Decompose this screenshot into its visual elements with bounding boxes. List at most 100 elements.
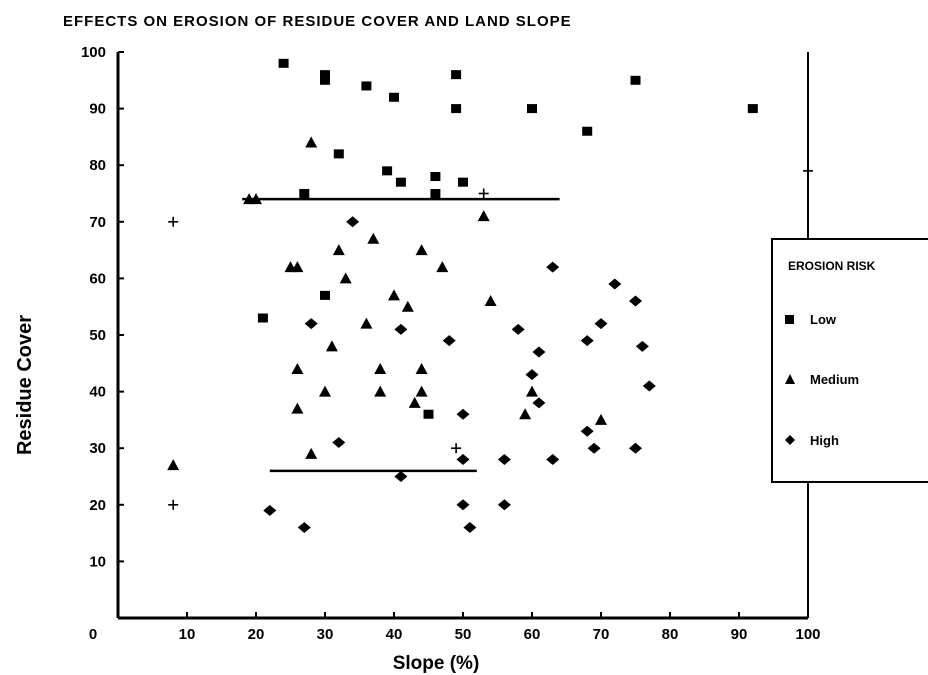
high-risk-point <box>497 454 511 466</box>
low-risk-point <box>299 189 310 198</box>
medium-risk-point <box>408 396 421 408</box>
x-tick-label: 10 <box>179 626 196 643</box>
legend-high-label: High <box>810 433 839 448</box>
medium-risk-point <box>595 413 607 425</box>
low-risk-point <box>451 104 462 114</box>
low-risk-point <box>458 177 468 187</box>
medium-risk-point <box>374 362 387 374</box>
medium-risk-point <box>339 272 352 284</box>
legend-medium-marker <box>785 374 795 384</box>
medium-risk-point <box>291 261 304 273</box>
high-risk-point <box>497 499 511 511</box>
x-tick-label: 50 <box>455 626 472 643</box>
legend-low-label: Low <box>810 312 837 327</box>
plus-point <box>451 443 462 454</box>
reference-lines <box>242 197 560 473</box>
medium-risk-point <box>367 232 380 244</box>
low-risk-point <box>333 149 344 159</box>
low-risk-point <box>389 92 399 102</box>
legend-low-marker <box>785 315 794 324</box>
low-risk-point <box>257 313 268 323</box>
low-risk-point <box>451 70 462 80</box>
medium-risk-point <box>325 340 338 352</box>
plus-point <box>168 216 179 227</box>
medium-risk-point <box>436 261 449 273</box>
high-risk-point <box>587 442 601 454</box>
y-tick-label: 60 <box>89 270 106 287</box>
y-tick-label: 100 <box>81 44 106 61</box>
high-risk-point <box>525 369 539 381</box>
y-ticks: 10 20 30 40 50 60 70 80 90 100 <box>81 44 124 570</box>
medium-risk-point <box>319 385 331 397</box>
high-risk-point <box>629 295 642 307</box>
y-tick-label: 30 <box>89 440 106 457</box>
medium-risk-point <box>401 300 414 312</box>
medium-risk-point <box>305 136 318 148</box>
x-tick-label: 100 <box>795 626 820 643</box>
x-tick-label: 60 <box>524 626 541 643</box>
x-tick-label: 30 <box>317 626 334 643</box>
y-tick-label: 50 <box>89 327 106 344</box>
high-risk-point <box>332 437 346 449</box>
medium-risk-point <box>305 447 318 459</box>
medium-risk-point <box>250 193 262 205</box>
medium-risk-point <box>484 295 497 307</box>
high-risk-point <box>608 278 622 290</box>
low-risk-point <box>430 189 441 198</box>
legend-high-marker <box>785 435 795 445</box>
high-risk-point <box>304 318 318 330</box>
high-risk-point <box>346 216 360 228</box>
medium-risk-point <box>332 244 345 256</box>
high-risk-point <box>546 454 560 466</box>
plus-point <box>803 165 813 176</box>
medium-risk-point <box>519 408 532 420</box>
x-tick-label: 70 <box>593 626 610 643</box>
high-risk-point <box>580 425 594 437</box>
legend-medium-label: Medium <box>810 372 859 387</box>
high-risk-point <box>594 318 608 330</box>
plus-point <box>168 499 179 510</box>
y-tick-label: 70 <box>89 214 106 231</box>
high-risk-point <box>546 261 560 273</box>
medium-risk-point <box>477 210 490 222</box>
medium-risk-point <box>291 362 304 374</box>
low-risk-point <box>630 75 641 85</box>
legend: EROSION RISK Low Medium High <box>771 238 928 483</box>
low-risk-point <box>320 70 330 80</box>
low-risk-point <box>582 126 593 136</box>
x-tick-label: 40 <box>386 626 403 643</box>
medium-risk-point <box>415 244 428 256</box>
x-tick-label: 80 <box>662 626 679 643</box>
medium-risk-point <box>291 402 304 414</box>
low-risk-point <box>747 104 758 114</box>
legend-title: EROSION RISK <box>788 259 876 273</box>
medium-risk-point <box>388 289 400 301</box>
medium-risk-point <box>415 362 428 374</box>
high-risk-point <box>394 471 408 482</box>
medium-risk-point <box>526 385 538 397</box>
high-risk-point <box>463 521 477 533</box>
high-risk-point <box>642 380 656 392</box>
low-risk-point <box>320 290 330 300</box>
y-tick-label: 90 <box>89 101 106 118</box>
y-tick-label: 20 <box>89 497 106 514</box>
x-tick-label: 20 <box>248 626 265 643</box>
medium-risk-point <box>167 459 180 471</box>
high-risk-point <box>442 335 456 347</box>
high-risk-point <box>511 323 525 335</box>
y-axis-label: Residue Cover <box>14 315 36 455</box>
x-ticks: 0 10 20 30 40 50 60 70 80 90 100 <box>89 612 821 643</box>
low-risk-point <box>395 177 406 187</box>
y-tick-label: 10 <box>89 553 106 570</box>
medium-risk-point <box>360 317 373 329</box>
high-risk-point <box>629 442 642 454</box>
medium-risk-point <box>374 385 387 397</box>
low-risk-point <box>430 172 441 182</box>
high-risk-point <box>394 323 408 335</box>
data-points <box>167 58 813 533</box>
plus-point <box>478 188 489 199</box>
x-axis-label: Slope (%) <box>393 653 480 674</box>
medium-risk-point <box>415 385 428 397</box>
low-risk-point <box>320 75 330 85</box>
